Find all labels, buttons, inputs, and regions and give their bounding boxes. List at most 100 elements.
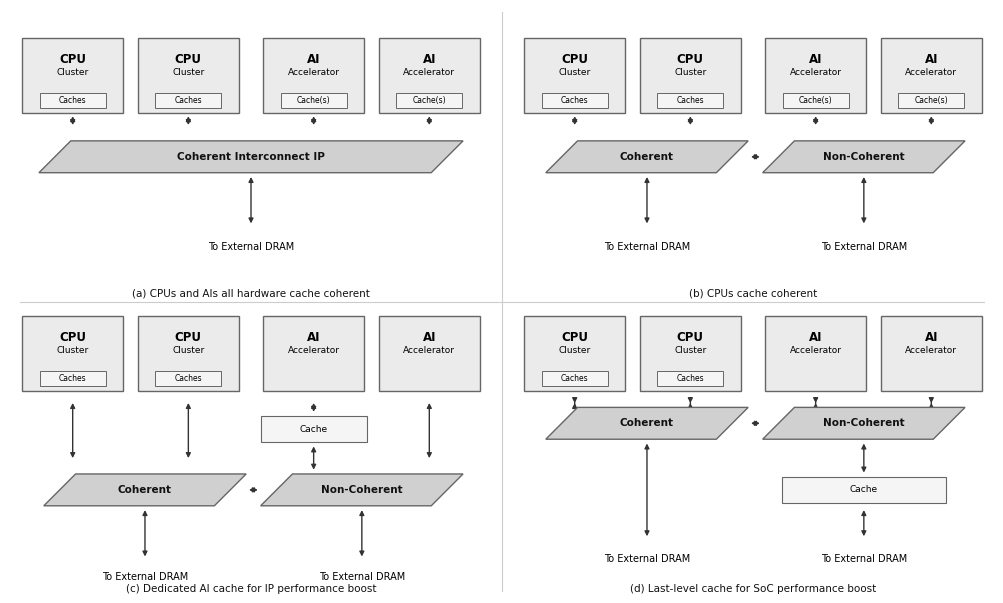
Text: (b) CPUs cache coherent: (b) CPUs cache coherent (688, 289, 816, 298)
Text: Caches: Caches (676, 96, 703, 105)
Text: CPU: CPU (676, 331, 703, 344)
Text: Caches: Caches (59, 96, 86, 105)
Text: Coherent: Coherent (118, 485, 172, 495)
FancyBboxPatch shape (22, 316, 123, 391)
Text: To External DRAM: To External DRAM (819, 554, 906, 564)
Text: Accelerator: Accelerator (403, 346, 454, 355)
FancyBboxPatch shape (782, 93, 848, 108)
FancyBboxPatch shape (263, 316, 364, 391)
Text: CPU: CPU (676, 52, 703, 66)
Text: (a) CPUs and AIs all hardware cache coherent: (a) CPUs and AIs all hardware cache cohe… (132, 289, 369, 298)
FancyBboxPatch shape (378, 38, 479, 113)
Polygon shape (762, 141, 964, 172)
FancyBboxPatch shape (524, 316, 625, 391)
FancyBboxPatch shape (263, 38, 364, 113)
Text: CPU: CPU (59, 331, 86, 344)
Text: (d) Last-level cache for SoC performance boost: (d) Last-level cache for SoC performance… (629, 584, 876, 594)
Text: Cluster: Cluster (674, 68, 706, 77)
Text: Accelerator: Accelerator (288, 346, 339, 355)
FancyBboxPatch shape (281, 93, 346, 108)
Text: To External DRAM: To External DRAM (101, 572, 188, 582)
Text: Cache(s): Cache(s) (297, 96, 330, 105)
Text: Accelerator: Accelerator (905, 68, 956, 77)
FancyBboxPatch shape (639, 316, 740, 391)
Polygon shape (546, 408, 747, 439)
Text: Cluster: Cluster (558, 346, 590, 355)
Text: AI: AI (422, 331, 435, 344)
Text: Cluster: Cluster (558, 68, 590, 77)
FancyBboxPatch shape (542, 371, 607, 386)
Text: Non-Coherent: Non-Coherent (822, 152, 904, 162)
FancyBboxPatch shape (40, 371, 105, 386)
Text: Caches: Caches (561, 96, 588, 105)
FancyBboxPatch shape (639, 38, 740, 113)
FancyBboxPatch shape (261, 416, 366, 442)
FancyBboxPatch shape (396, 93, 461, 108)
Text: AI: AI (924, 331, 937, 344)
Text: To External DRAM: To External DRAM (208, 242, 294, 251)
Text: To External DRAM: To External DRAM (819, 242, 906, 251)
FancyBboxPatch shape (657, 93, 722, 108)
Text: Cluster: Cluster (56, 68, 88, 77)
Text: Caches: Caches (175, 374, 202, 383)
Text: CPU: CPU (561, 331, 588, 344)
Text: AI: AI (307, 331, 320, 344)
Text: Cache(s): Cache(s) (914, 96, 947, 105)
Text: Cache: Cache (849, 485, 877, 494)
FancyBboxPatch shape (524, 38, 625, 113)
Text: Accelerator: Accelerator (403, 68, 454, 77)
Text: Caches: Caches (175, 96, 202, 105)
Text: AI: AI (422, 52, 435, 66)
Text: Non-Coherent: Non-Coherent (321, 485, 402, 495)
Text: Accelerator: Accelerator (288, 68, 339, 77)
Text: Cache(s): Cache(s) (412, 96, 445, 105)
FancyBboxPatch shape (378, 316, 479, 391)
Text: Cluster: Cluster (173, 346, 205, 355)
FancyBboxPatch shape (137, 316, 239, 391)
Text: AI: AI (307, 52, 320, 66)
Text: Non-Coherent: Non-Coherent (822, 418, 904, 428)
FancyBboxPatch shape (542, 93, 607, 108)
Text: CPU: CPU (59, 52, 86, 66)
FancyBboxPatch shape (40, 93, 105, 108)
Text: Accelerator: Accelerator (905, 346, 956, 355)
Text: Coherent: Coherent (620, 152, 673, 162)
Text: AI: AI (924, 52, 937, 66)
FancyBboxPatch shape (137, 38, 239, 113)
FancyBboxPatch shape (880, 38, 981, 113)
Text: AI: AI (808, 52, 821, 66)
Polygon shape (762, 408, 964, 439)
Text: Cache(s): Cache(s) (798, 96, 831, 105)
Text: Accelerator: Accelerator (789, 346, 841, 355)
Text: Caches: Caches (676, 374, 703, 383)
Text: Cache: Cache (299, 425, 327, 434)
Text: CPU: CPU (175, 331, 202, 344)
FancyBboxPatch shape (764, 38, 866, 113)
Text: To External DRAM: To External DRAM (603, 554, 689, 564)
Text: To External DRAM: To External DRAM (318, 572, 404, 582)
Text: Caches: Caches (561, 374, 588, 383)
Text: AI: AI (808, 331, 821, 344)
Text: Cluster: Cluster (173, 68, 205, 77)
FancyBboxPatch shape (155, 93, 221, 108)
Text: Caches: Caches (59, 374, 86, 383)
FancyBboxPatch shape (22, 38, 123, 113)
FancyBboxPatch shape (657, 371, 722, 386)
Text: To External DRAM: To External DRAM (603, 242, 689, 251)
FancyBboxPatch shape (898, 93, 963, 108)
Polygon shape (546, 141, 747, 172)
FancyBboxPatch shape (155, 371, 221, 386)
FancyBboxPatch shape (781, 477, 945, 503)
FancyBboxPatch shape (764, 316, 866, 391)
Text: Cluster: Cluster (56, 346, 88, 355)
Text: Accelerator: Accelerator (789, 68, 841, 77)
Text: Coherent Interconnect IP: Coherent Interconnect IP (177, 152, 325, 162)
Text: (c) Dedicated AI cache for IP performance boost: (c) Dedicated AI cache for IP performanc… (125, 584, 376, 594)
Polygon shape (44, 474, 246, 506)
Polygon shape (39, 141, 462, 172)
Text: CPU: CPU (561, 52, 588, 66)
Polygon shape (261, 474, 462, 506)
Text: Cluster: Cluster (674, 346, 706, 355)
Text: CPU: CPU (175, 52, 202, 66)
FancyBboxPatch shape (880, 316, 981, 391)
